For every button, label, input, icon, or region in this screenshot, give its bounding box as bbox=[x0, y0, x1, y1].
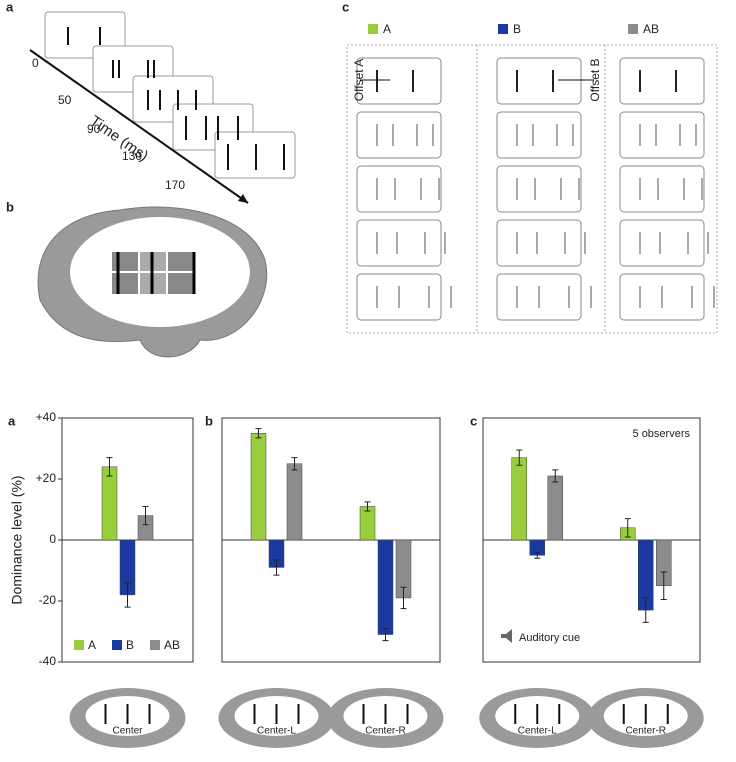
category-label: Center-L bbox=[518, 726, 557, 737]
legend-label: AB bbox=[643, 22, 659, 36]
error-bar bbox=[382, 627, 389, 642]
legend-label: A bbox=[383, 22, 391, 36]
bar bbox=[511, 457, 527, 541]
error-bar bbox=[624, 518, 631, 538]
y-tick-label: +40 bbox=[36, 410, 57, 424]
frame bbox=[496, 111, 582, 159]
error-bar bbox=[291, 457, 298, 471]
panel-label: b bbox=[205, 413, 213, 428]
panel-label: b bbox=[6, 199, 14, 214]
legend-label: B bbox=[513, 22, 521, 36]
frame bbox=[619, 165, 705, 213]
bar bbox=[286, 463, 303, 541]
legend-swatch bbox=[150, 640, 160, 650]
offset-label: Offset A bbox=[352, 59, 366, 101]
error-bar bbox=[142, 505, 149, 526]
time-label: 0 bbox=[32, 56, 39, 70]
y-tick-label: +20 bbox=[36, 471, 57, 485]
frames-diagram bbox=[44, 11, 296, 179]
error-bar bbox=[660, 571, 667, 600]
error-bar bbox=[534, 551, 541, 559]
condition-box bbox=[346, 44, 718, 334]
panel-label: c bbox=[342, 0, 349, 14]
condition-frames bbox=[356, 57, 715, 321]
category-label: Center bbox=[112, 726, 143, 737]
category-label: Center-R bbox=[365, 726, 406, 737]
legend-swatch bbox=[498, 24, 508, 34]
frame bbox=[356, 219, 442, 267]
legend-swatch bbox=[628, 24, 638, 34]
speaker-icon bbox=[501, 629, 512, 643]
frame bbox=[496, 219, 582, 267]
y-tick-label: -40 bbox=[39, 654, 57, 668]
error-bar bbox=[106, 457, 113, 477]
legend-label: AB bbox=[164, 638, 180, 652]
error-bar bbox=[552, 469, 559, 483]
arrowhead bbox=[238, 194, 248, 203]
time-label: 130 bbox=[122, 149, 142, 163]
annotation: 5 observers bbox=[633, 428, 691, 440]
frame bbox=[496, 165, 582, 213]
offset-label: Offset B bbox=[588, 58, 602, 101]
error-bar bbox=[364, 501, 371, 512]
time-label: 170 bbox=[165, 178, 185, 192]
frame bbox=[356, 111, 442, 159]
bar bbox=[250, 433, 267, 541]
frame-lines bbox=[67, 27, 285, 170]
panel-label: a bbox=[6, 0, 14, 14]
frame bbox=[356, 165, 442, 213]
annotation: Auditory cue bbox=[519, 632, 580, 644]
time-label: 90 bbox=[87, 122, 101, 136]
legend-swatch bbox=[368, 24, 378, 34]
y-tick-label: -20 bbox=[39, 593, 57, 607]
error-bar bbox=[273, 559, 280, 576]
error-bar bbox=[124, 582, 131, 608]
frame bbox=[496, 57, 582, 105]
legend-swatch bbox=[112, 640, 122, 650]
legend-label: A bbox=[88, 638, 96, 652]
time-label: 50 bbox=[58, 93, 72, 107]
frame bbox=[356, 57, 442, 105]
category-label: Center-L bbox=[257, 726, 296, 737]
panel-label: c bbox=[470, 413, 477, 428]
bar bbox=[101, 466, 118, 541]
category-label: Center-R bbox=[625, 726, 666, 737]
panel-label: a bbox=[8, 413, 16, 428]
error-bar bbox=[642, 597, 649, 623]
legend-label: B bbox=[126, 638, 134, 652]
error-bar bbox=[255, 428, 262, 439]
bar bbox=[377, 539, 394, 635]
legend-swatch bbox=[74, 640, 84, 650]
bar bbox=[547, 475, 563, 541]
error-bar bbox=[516, 449, 523, 466]
y-tick-label: 0 bbox=[49, 532, 56, 546]
y-axis-label: Dominance level (%) bbox=[9, 475, 25, 604]
error-bar bbox=[400, 586, 407, 610]
frame bbox=[619, 57, 705, 105]
bistable-stimulus bbox=[110, 252, 200, 294]
frame bbox=[619, 111, 705, 159]
time-axis bbox=[29, 49, 249, 204]
frame bbox=[619, 219, 705, 267]
